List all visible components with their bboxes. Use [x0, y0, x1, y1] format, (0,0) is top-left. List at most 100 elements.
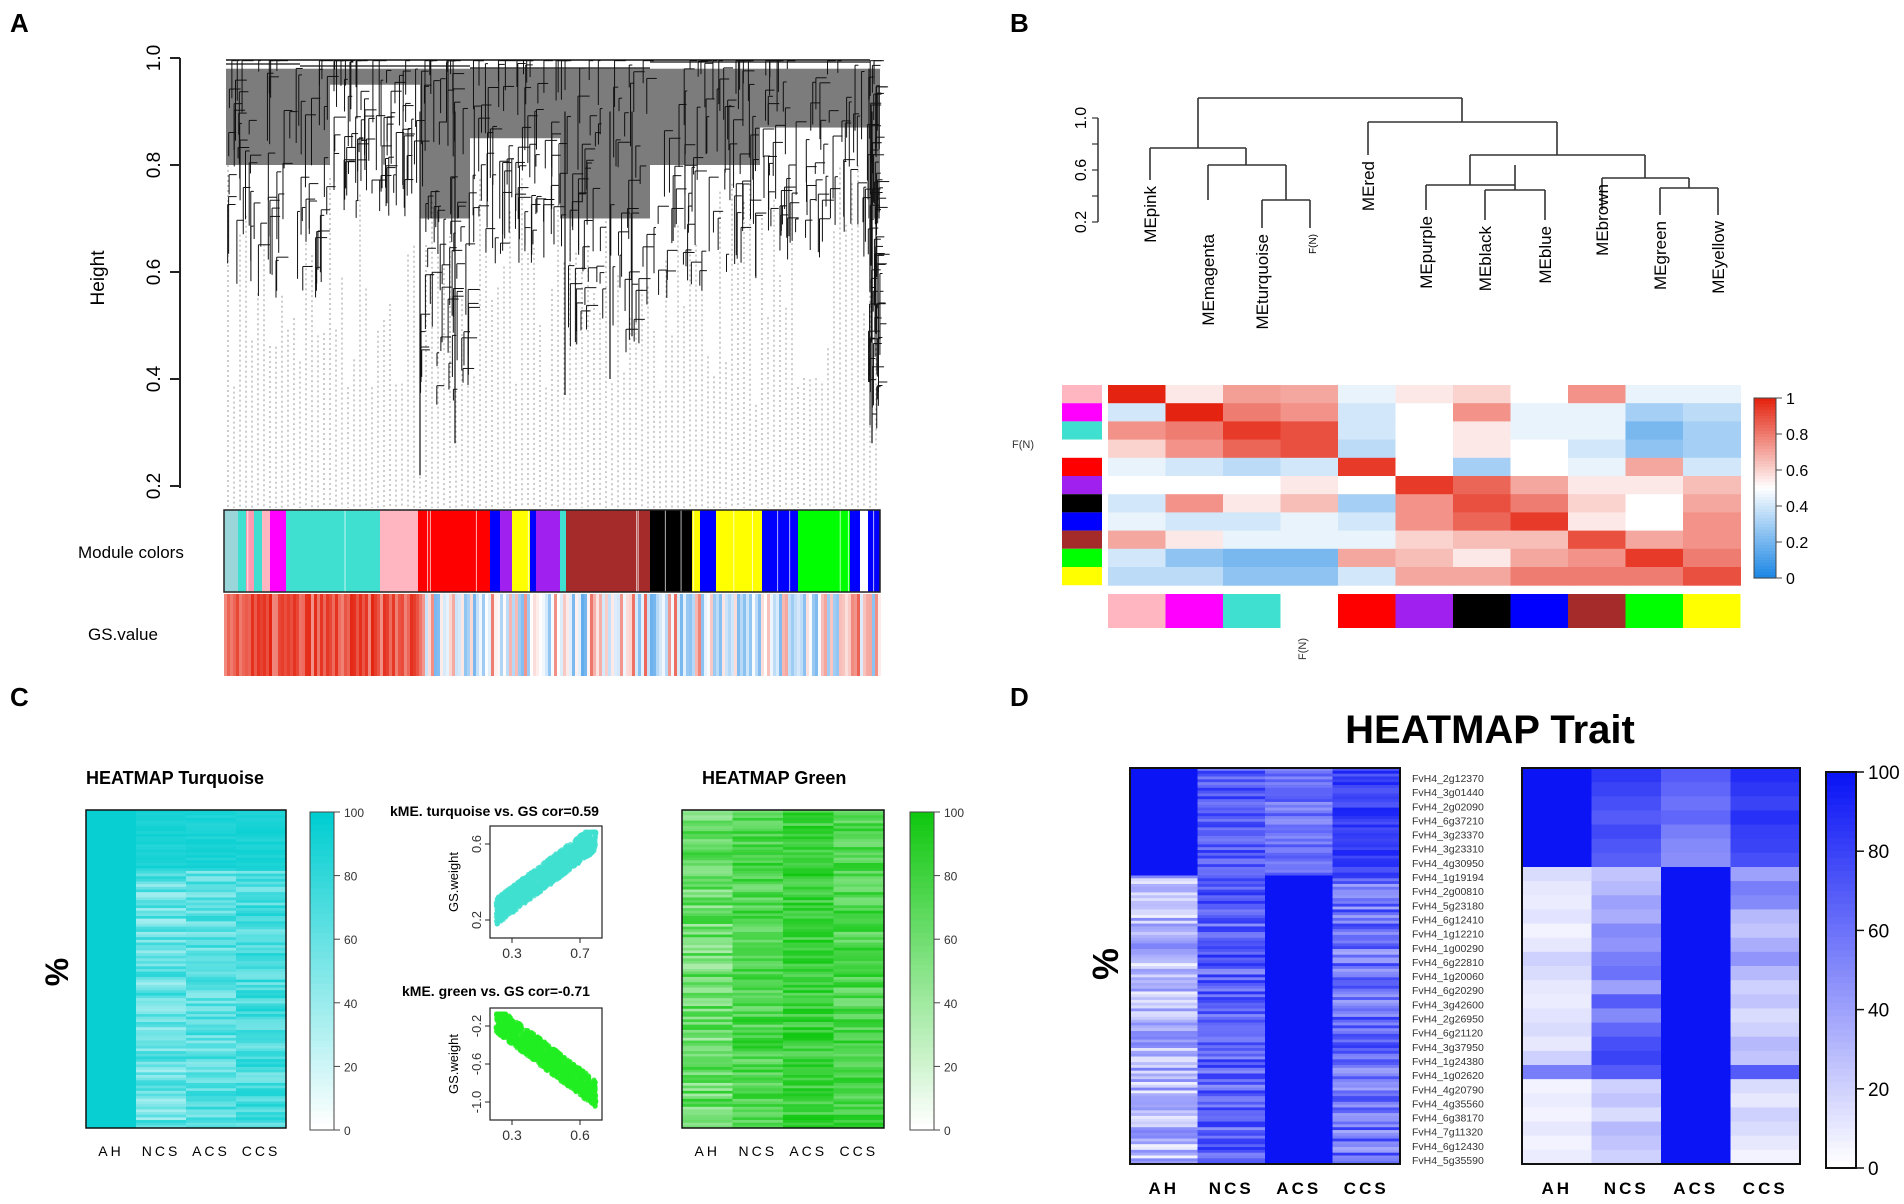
c-turquoise-heat-cell — [136, 1101, 187, 1105]
b-leaf-label: MEbrown — [1593, 184, 1612, 256]
c-scatter-top-point — [551, 853, 557, 859]
c-turquoise-heat-cell — [186, 942, 237, 946]
c-scatter-bottom-point — [533, 1049, 539, 1055]
b-heat-cell — [1280, 530, 1339, 550]
b-colorbar-cell — [1754, 410, 1776, 414]
c-scatter-top-xtick-label: 0.3 — [502, 945, 522, 961]
b-side-color-cell — [1062, 476, 1102, 495]
c-turquoise-heat-cell — [186, 1037, 237, 1041]
b-colorbar-cell — [1754, 548, 1776, 552]
c-turquoise-heat-cell — [86, 1117, 137, 1121]
c-turquoise-heat-cell — [86, 881, 137, 885]
a-module-segment — [566, 510, 650, 592]
a-gs-cell — [404, 594, 407, 676]
a-module-segment — [500, 510, 512, 592]
b-heat-cell — [1395, 530, 1454, 550]
c-turquoise-heat-cell — [236, 1101, 287, 1105]
c-green-heat-cell — [682, 831, 733, 835]
c-turquoise-heat-cell — [136, 1093, 187, 1097]
c-green-heat-cell — [732, 865, 784, 869]
c-green-heat-cell — [783, 902, 834, 906]
c-green-heat-cell — [783, 836, 834, 840]
c-scatter-top-point — [496, 917, 502, 923]
c-turquoise-heat-cell — [86, 876, 137, 880]
c-turquoise-cb-tick-label: 40 — [344, 997, 358, 1011]
a-gs-cell — [524, 594, 527, 676]
c-green-heat-cell — [783, 870, 834, 874]
a-gs-cell — [803, 594, 806, 676]
c-green-heat-cell — [682, 878, 733, 882]
c-green-heat-cell — [732, 810, 784, 814]
b-heat-cell — [1568, 567, 1626, 586]
c-turquoise-heat-cell — [186, 953, 237, 957]
c-turquoise-heat-cell — [186, 1109, 237, 1113]
c-turquoise-heat-cell — [136, 833, 187, 837]
c-turquoise-heat-cell — [236, 1027, 287, 1031]
a-gs-cell — [509, 594, 512, 676]
a-gs-cell — [857, 594, 860, 676]
c-green-heat-cell — [682, 939, 733, 943]
b-side-color-cell — [1062, 530, 1102, 549]
c-turquoise-heat-cell — [136, 918, 187, 922]
a-gs-cell — [539, 594, 542, 676]
b-heat-cell — [1568, 421, 1626, 441]
a-gs-cell — [347, 594, 350, 676]
c-turquoise-col-label: AH — [98, 1143, 123, 1159]
a-gs-cell — [542, 594, 545, 676]
c-turquoise-heat-cell — [86, 844, 137, 848]
a-gs-cell — [374, 594, 377, 676]
c-y-label: % — [39, 958, 75, 986]
a-module-separator — [247, 510, 249, 592]
c-turquoise-heat-cell — [186, 902, 237, 906]
c-scatter-bottom-point — [499, 1011, 504, 1017]
c-green-heat-cell — [682, 913, 733, 917]
c-scatter-top-point — [571, 856, 577, 862]
a-gs-cell — [584, 594, 587, 676]
c-turquoise-cb-cell — [310, 964, 334, 972]
a-module-segment — [224, 510, 238, 592]
b-heat-cell — [1280, 403, 1339, 422]
c-green-heat-cell — [682, 817, 733, 821]
c-scatter-top-point — [562, 852, 567, 858]
c-green-heat-cell — [833, 921, 885, 925]
c-turquoise-cb-cell — [310, 1079, 334, 1087]
a-gs-cell — [224, 594, 227, 676]
c-green-heat-cell — [732, 921, 784, 925]
c-turquoise-heat-cell — [186, 857, 237, 861]
c-turquoise-heat-cell — [86, 1069, 137, 1073]
c-turquoise-heat-cell — [236, 1114, 287, 1118]
c-scatter-bottom-point — [538, 1045, 543, 1051]
b-leaf-label: MEyellow — [1709, 220, 1728, 293]
b-side-color-cell — [1062, 548, 1102, 567]
b-heat-cell — [1223, 530, 1281, 550]
c-turquoise-heat-cell — [236, 831, 287, 835]
c-turquoise-heat-cell — [136, 1029, 187, 1033]
c-scatter-top-point — [516, 902, 522, 908]
c-scatter-top-point — [498, 903, 504, 909]
c-turquoise-heat-cell — [186, 1112, 237, 1116]
a-module-segment — [850, 510, 860, 592]
b-colorbar-cell — [1754, 425, 1776, 429]
c-green-heat-cell — [732, 934, 784, 938]
c-turquoise-cb-cell — [310, 869, 334, 877]
c-scatter-bottom-point — [527, 1050, 533, 1056]
a-gs-cell — [395, 594, 398, 676]
c-turquoise-heat-cell — [236, 1077, 287, 1081]
c-turquoise-heat-cell — [136, 969, 187, 973]
c-turquoise-cb-cell — [310, 1047, 334, 1055]
c-turquoise-heat-cell — [86, 1064, 137, 1068]
a-gs-cell — [500, 594, 503, 676]
a-gs-cell — [284, 594, 287, 676]
a-gs-cell — [341, 594, 344, 676]
c-turquoise-heat-cell — [86, 1027, 137, 1031]
c-green-heat-cell — [833, 884, 885, 888]
b-colorbar-cell — [1754, 563, 1776, 567]
c-green-heat-cell — [732, 889, 784, 893]
c-green-heat-cell — [732, 876, 784, 880]
c-scatter-top-point — [558, 873, 564, 879]
c-turquoise-heat-cell — [186, 900, 237, 904]
c-green-heat-cell — [682, 897, 733, 901]
c-green-title: HEATMAP Green — [702, 768, 846, 788]
c-green-heat-cell — [682, 870, 733, 874]
c-turquoise-cb-cell — [310, 951, 334, 959]
